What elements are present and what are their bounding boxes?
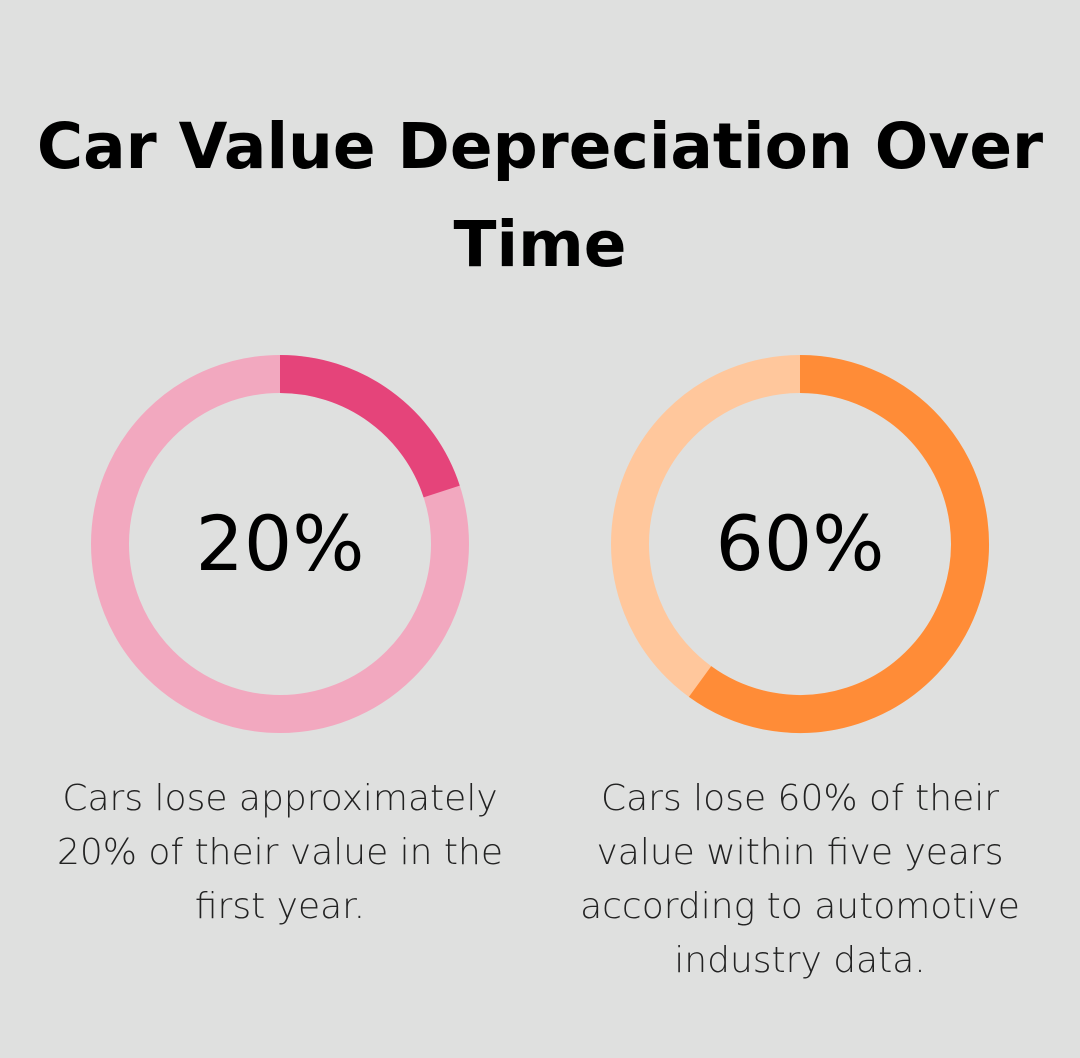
donut-value-arc: [279, 355, 460, 498]
stat-card-five-years: 60%: [610, 354, 990, 734]
donut-chart-first-year: [91, 355, 469, 733]
description-five-years: Cars lose 60% of their value within five…: [580, 778, 1020, 981]
description-first-year: Cars lose approximately 20% of their val…: [56, 778, 504, 927]
donut-chart-five-years: [611, 355, 989, 733]
percentage-label: 20%: [195, 499, 365, 588]
percentage-label: 60%: [715, 499, 885, 588]
donut-value-arc: [688, 355, 989, 733]
page-title: Car Value Depreciation Over Time: [36, 110, 1044, 281]
stat-card-first-year: 20%: [90, 354, 470, 734]
